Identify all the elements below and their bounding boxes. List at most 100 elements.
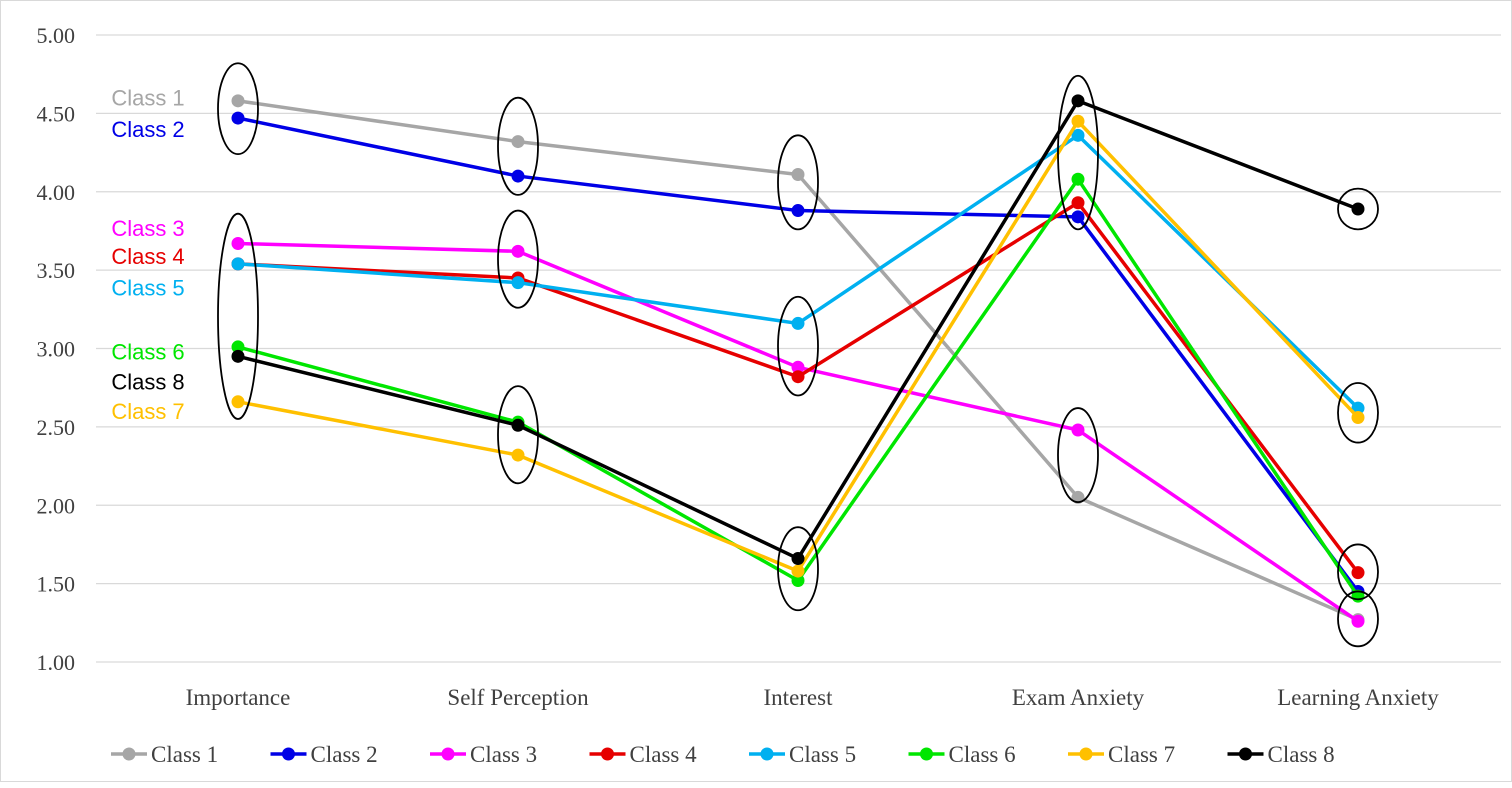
data-point xyxy=(1351,614,1365,628)
data-point xyxy=(511,276,525,290)
data-point xyxy=(791,168,805,182)
class-label: Class 7 xyxy=(111,399,184,424)
legend-label: Class 7 xyxy=(1108,742,1175,767)
class-label: Class 6 xyxy=(111,340,184,365)
legend-label: Class 4 xyxy=(630,742,698,767)
data-point xyxy=(791,552,805,566)
data-point xyxy=(791,316,805,330)
class-label: Class 1 xyxy=(111,86,184,111)
group-ellipse xyxy=(777,134,819,231)
legend-swatch-marker xyxy=(441,747,455,761)
group-ellipse xyxy=(217,62,259,156)
y-tick-label: 4.50 xyxy=(37,101,76,126)
y-tick-label: 1.50 xyxy=(37,572,76,597)
data-point xyxy=(511,244,525,258)
data-point xyxy=(231,395,245,409)
data-point xyxy=(791,370,805,384)
series-class-4 xyxy=(231,196,1365,580)
legend-label: Class 8 xyxy=(1268,742,1335,767)
data-point xyxy=(511,418,525,432)
series-class-1 xyxy=(231,94,1365,627)
data-point xyxy=(1071,172,1085,186)
group-ellipse xyxy=(1337,382,1379,444)
group-ellipse xyxy=(1337,543,1379,601)
legend-item-class-3: Class 3 xyxy=(430,742,537,767)
data-point xyxy=(1071,128,1085,142)
data-point xyxy=(1071,196,1085,210)
data-point xyxy=(231,111,245,125)
class-label: Class 8 xyxy=(111,369,184,394)
class-label: Class 3 xyxy=(111,216,184,241)
legend-swatch-marker xyxy=(760,747,774,761)
legend-label: Class 6 xyxy=(949,742,1016,767)
legend-item-class-6: Class 6 xyxy=(908,742,1016,767)
data-point xyxy=(791,573,805,587)
data-point xyxy=(231,236,245,250)
legend-swatch-marker xyxy=(1239,747,1252,761)
data-point xyxy=(1351,401,1365,415)
legend-label: Class 5 xyxy=(789,742,856,767)
group-ellipse xyxy=(1057,74,1099,231)
y-tick-label: 3.50 xyxy=(37,258,76,283)
group-ellipse xyxy=(217,212,259,420)
y-tick-label: 2.00 xyxy=(37,493,76,518)
data-point xyxy=(1351,566,1365,580)
group-ellipse xyxy=(1337,590,1379,648)
x-tick-label: Learning Anxiety xyxy=(1277,685,1439,710)
y-tick-label: 1.00 xyxy=(37,650,76,675)
x-tick-label: Self Perception xyxy=(447,685,589,710)
group-ellipse xyxy=(1057,407,1099,504)
y-tick-label: 4.00 xyxy=(37,180,76,205)
data-point xyxy=(231,340,245,354)
data-point xyxy=(1071,94,1085,108)
data-point xyxy=(791,204,805,218)
y-tick-label: 2.50 xyxy=(37,415,76,440)
x-tick-label: Exam Anxiety xyxy=(1012,685,1145,710)
legend-swatch-marker xyxy=(920,747,933,761)
data-point xyxy=(511,169,525,183)
group-ellipse xyxy=(497,96,539,196)
group-ellipse xyxy=(777,295,819,397)
data-point xyxy=(1071,423,1085,437)
data-point xyxy=(791,564,805,578)
x-tick-label: Importance xyxy=(186,685,291,710)
y-tick-label: 3.00 xyxy=(37,337,76,362)
legend-item-class-2: Class 2 xyxy=(270,742,378,767)
series-class-5 xyxy=(231,128,1365,415)
data-point xyxy=(511,135,525,149)
series-lines xyxy=(231,94,1365,628)
legend-swatch-marker xyxy=(601,747,614,761)
data-point xyxy=(1351,410,1365,424)
data-point xyxy=(1071,114,1085,128)
series-line xyxy=(237,200,1360,574)
legend-swatch-marker xyxy=(282,747,295,761)
class-label: Class 2 xyxy=(111,117,184,142)
legend: Class 1 Class 2 Class 3 Class 4 Class 5 Class… xyxy=(111,742,1335,767)
group-ellipse xyxy=(1337,187,1379,231)
group-ellipse xyxy=(777,526,819,612)
series-class-7 xyxy=(231,114,1365,578)
legend-swatch-marker xyxy=(1079,747,1093,761)
series-class-3 xyxy=(231,236,1365,628)
legend-label: Class 3 xyxy=(470,742,537,767)
legend-item-class-8: Class 8 xyxy=(1227,742,1335,767)
class-label: Class 4 xyxy=(111,244,184,269)
legend-item-class-4: Class 4 xyxy=(589,742,698,767)
group-ellipse xyxy=(497,209,539,309)
x-axis-ticks: Importance Self Perception Interest Exam An… xyxy=(186,685,1440,710)
legend-item-class-7: Class 7 xyxy=(1068,742,1175,767)
legend-swatch-marker xyxy=(122,747,136,761)
legend-item-class-1: Class 1 xyxy=(111,742,218,767)
y-axis-ticks: 1.00 1.50 2.00 2.50 3.00 3.50 4.00 4.50 5.00 xyxy=(37,23,76,675)
series-class-8 xyxy=(231,94,1365,566)
group-ellipses xyxy=(217,62,1379,648)
legend-label: Class 1 xyxy=(151,742,218,767)
data-point xyxy=(231,349,245,363)
class-label: Class 5 xyxy=(111,275,184,300)
data-point xyxy=(231,94,245,108)
y-tick-label: 5.00 xyxy=(37,23,76,48)
x-tick-label: Interest xyxy=(764,685,834,710)
legend-item-class-5: Class 5 xyxy=(749,742,856,767)
class-labels: Class 1 Class 2 Class 3 Class 4 Class 5 Class… xyxy=(111,86,184,425)
